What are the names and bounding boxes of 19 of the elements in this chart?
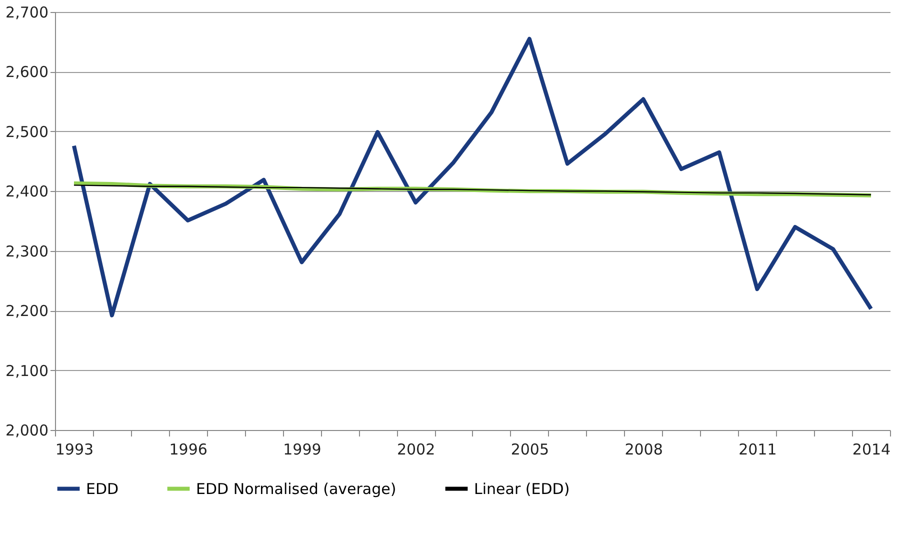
- x-tick-label: 2002: [396, 440, 436, 458]
- y-tick-label: 2,400: [6, 182, 48, 201]
- legend-label: EDD Normalised (average): [196, 480, 396, 498]
- y-tick-label: 2,000: [6, 422, 48, 440]
- x-tick-label: 2011: [738, 440, 777, 458]
- legend-label: Linear (EDD): [474, 480, 570, 498]
- y-tick-label: 2,600: [6, 63, 48, 82]
- x-tick-label: 1993: [55, 440, 94, 458]
- y-tick-label: 2,200: [6, 302, 48, 320]
- y-tick-label: 2,100: [6, 362, 48, 380]
- x-tick-label: 2014: [852, 440, 891, 458]
- y-tick-label: 2,500: [6, 122, 48, 141]
- y-tick-label: 2,700: [6, 4, 48, 22]
- x-tick-label: 1999: [283, 440, 322, 458]
- y-tick-label: 2,300: [6, 242, 48, 260]
- x-tick-label: 1996: [169, 440, 208, 458]
- legend-label: EDD: [86, 480, 119, 498]
- x-tick-label: 2005: [510, 440, 550, 458]
- x-tick-label: 2008: [624, 440, 663, 458]
